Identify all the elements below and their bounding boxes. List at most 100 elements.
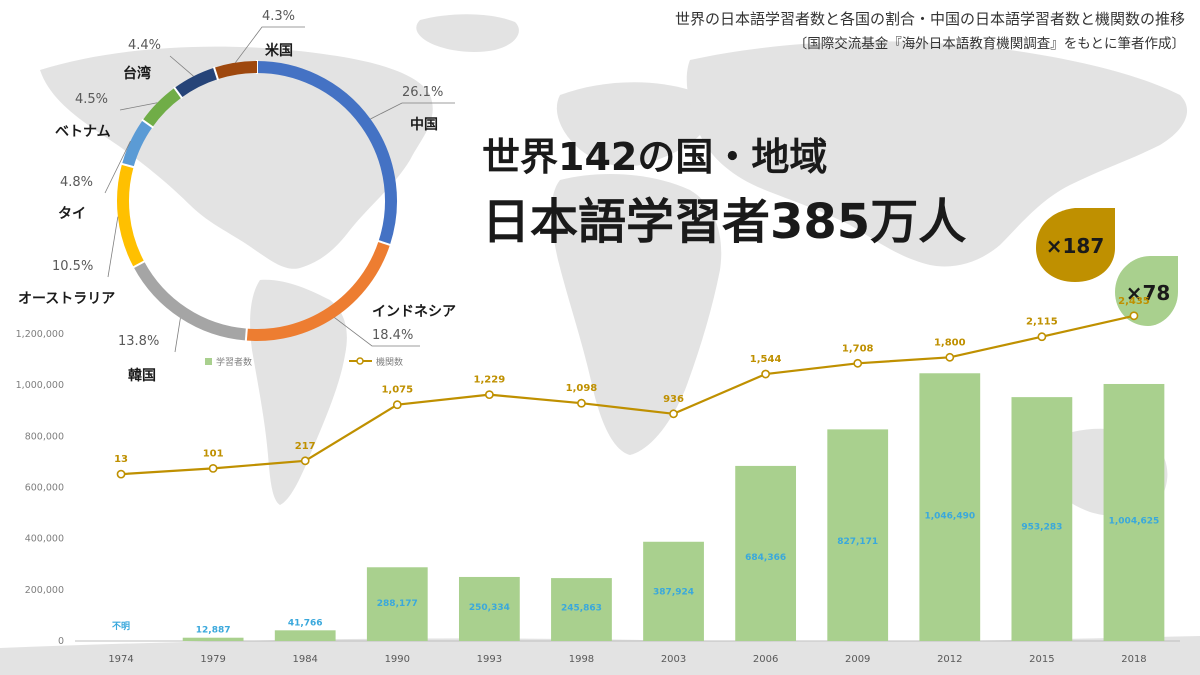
x-tick-label: 2003: [661, 654, 686, 665]
line-series: [116, 311, 1139, 479]
donut-slices: [117, 60, 397, 342]
bar-value-labels: 不明 12,887 41,766 288,177 250,334 245,863 387,9…: [112, 512, 1159, 636]
x-tick-label: 1984: [292, 654, 317, 665]
learners-bar: [643, 541, 704, 641]
donut-slice-gap: [377, 239, 392, 247]
legend-learners-label: 学習者数: [216, 356, 252, 368]
donut-slice-gap: [132, 260, 146, 269]
donut-slice: [133, 261, 247, 341]
institutions-point: [1129, 311, 1139, 321]
institutions-point-label: 1,229: [474, 375, 506, 386]
badge-shape-gold: [1036, 208, 1115, 282]
institutions-point: [484, 390, 494, 400]
learners-bar-label: 953,283: [1021, 522, 1062, 532]
institutions-point: [577, 398, 586, 408]
donut-percent-label: 13.8%: [118, 334, 159, 349]
donut-percent-label: 18.4%: [372, 328, 413, 343]
y-tick-label: 1,000,000: [16, 380, 64, 391]
donut-country-label: 中国: [410, 116, 438, 133]
learners-bar-label: 12,887: [196, 626, 231, 636]
legend-institutions-marker: [356, 357, 364, 365]
institutions-point-label: 1,075: [381, 385, 413, 396]
y-tick-label: 1,200,000: [16, 329, 64, 340]
x-axis: 1974 1979 1984 1990 1993 1998 2003 2006 2009 2012…: [108, 654, 1146, 665]
x-tick-label: 2012: [937, 654, 962, 665]
donut-percent-label: 4.4%: [128, 38, 161, 53]
donut-country-label: タイ: [58, 206, 86, 222]
donut-leader-line: [119, 102, 158, 111]
donut-leader-line: [107, 216, 119, 278]
badge-shape-green: [1115, 256, 1178, 326]
institutions-point-label: 1,708: [842, 343, 874, 354]
header: 世界の日本語学習者数と各国の割合・中国の日本語学習者数と機関数の推移 〔国際交流…: [675, 10, 1185, 52]
donut-slice: [117, 163, 145, 268]
x-tick-label: 2009: [845, 654, 870, 665]
donut-slice-gap: [141, 118, 154, 129]
institutions-point-label: 2,115: [1026, 317, 1058, 328]
institutions-point-label: 13: [114, 454, 128, 465]
donut-country-label: 韓国: [128, 367, 156, 384]
institutions-point-label: 101: [203, 448, 224, 459]
institutions-point: [853, 358, 863, 368]
institutions-point: [945, 352, 955, 362]
y-tick-label: 600,000: [25, 483, 64, 494]
donut-percent-label: 26.1%: [402, 85, 443, 100]
institutions-point: [1037, 332, 1047, 342]
x-tick-label: 1990: [385, 654, 410, 665]
x-tick-label: 2006: [753, 654, 778, 665]
learners-bar: [735, 465, 797, 641]
y-axis: 0 200,000 400,000 600,000 800,000 1,000,000 1,…: [16, 329, 64, 647]
donut-slice: [174, 67, 218, 98]
learners-bar: [1011, 397, 1073, 641]
learners-bar-label: 827,171: [837, 537, 878, 547]
donut-slice: [142, 87, 182, 128]
donut-leader-line: [104, 140, 131, 194]
institutions-line: [120, 314, 1135, 476]
y-tick-label: 400,000: [25, 534, 64, 545]
donut-labels: 26.1% 中国 18.4% インドネシア 13.8% 韓国 10.5% オーストラリア 4.8…: [18, 9, 456, 384]
learners-bar: [1103, 383, 1165, 641]
learners-bar: [919, 373, 981, 641]
x-tick-label: 1998: [569, 654, 594, 665]
y-tick-label: 200,000: [25, 585, 64, 596]
x-tick-label: 2015: [1029, 654, 1054, 665]
y-tick-label: 800,000: [25, 431, 64, 442]
institutions-point: [116, 469, 126, 479]
institutions-point: [761, 369, 771, 379]
x-tick-label: 1974: [108, 654, 133, 665]
donut-slice: [256, 61, 397, 245]
donut-leader-line: [234, 26, 305, 63]
source-note: 〔国際交流基金『海外日本語教育機関調査』をもとに筆者作成〕: [794, 35, 1185, 52]
donut-country-label: 米国: [265, 42, 293, 59]
headline: 世界142の国・地域 日本語学習者385万人: [482, 135, 966, 250]
bar-series: [182, 373, 1165, 641]
donut-country-label: ベトナム: [55, 124, 111, 140]
donut-slice-gap: [212, 66, 220, 81]
learners-institutions-chart: 0 200,000 400,000 600,000 800,000 1,000,000 1,…: [16, 296, 1180, 665]
learners-bar: [551, 578, 612, 641]
donut-slice-gap: [244, 327, 248, 342]
x-tick-label: 1993: [477, 654, 502, 665]
y-tick-label: 0: [58, 636, 64, 647]
headline-line-1: 世界142の国・地域: [482, 135, 827, 179]
learners-multiplier-badge: ×78: [1115, 256, 1178, 326]
donut-slice: [214, 61, 258, 80]
learners-bar-label: 不明: [112, 621, 130, 632]
donut-leader-line: [334, 317, 420, 347]
donut-slice-gap: [120, 162, 135, 169]
multiplier-badges: ×187 ×78: [1036, 208, 1178, 326]
donut-country-label: オーストラリア: [18, 291, 115, 307]
line-value-labels: 13 101 217 1,075 1,229 1,098 936 1,544 1,708 1,80…: [114, 296, 1150, 465]
learners-bar: [274, 630, 336, 641]
institutions-point-label: 936: [663, 394, 684, 405]
learners-bar-label: 250,334: [469, 603, 510, 613]
learners-bar-label: 245,863: [561, 604, 602, 614]
world-map-background: [0, 14, 1200, 675]
donut-leader-line: [169, 55, 194, 77]
donut-country-label: 台湾: [123, 65, 151, 82]
institutions-point: [669, 409, 678, 419]
donut-slice: [121, 120, 153, 168]
learners-multiplier-text: ×78: [1126, 281, 1171, 305]
x-tick-label: 2018: [1121, 654, 1146, 665]
